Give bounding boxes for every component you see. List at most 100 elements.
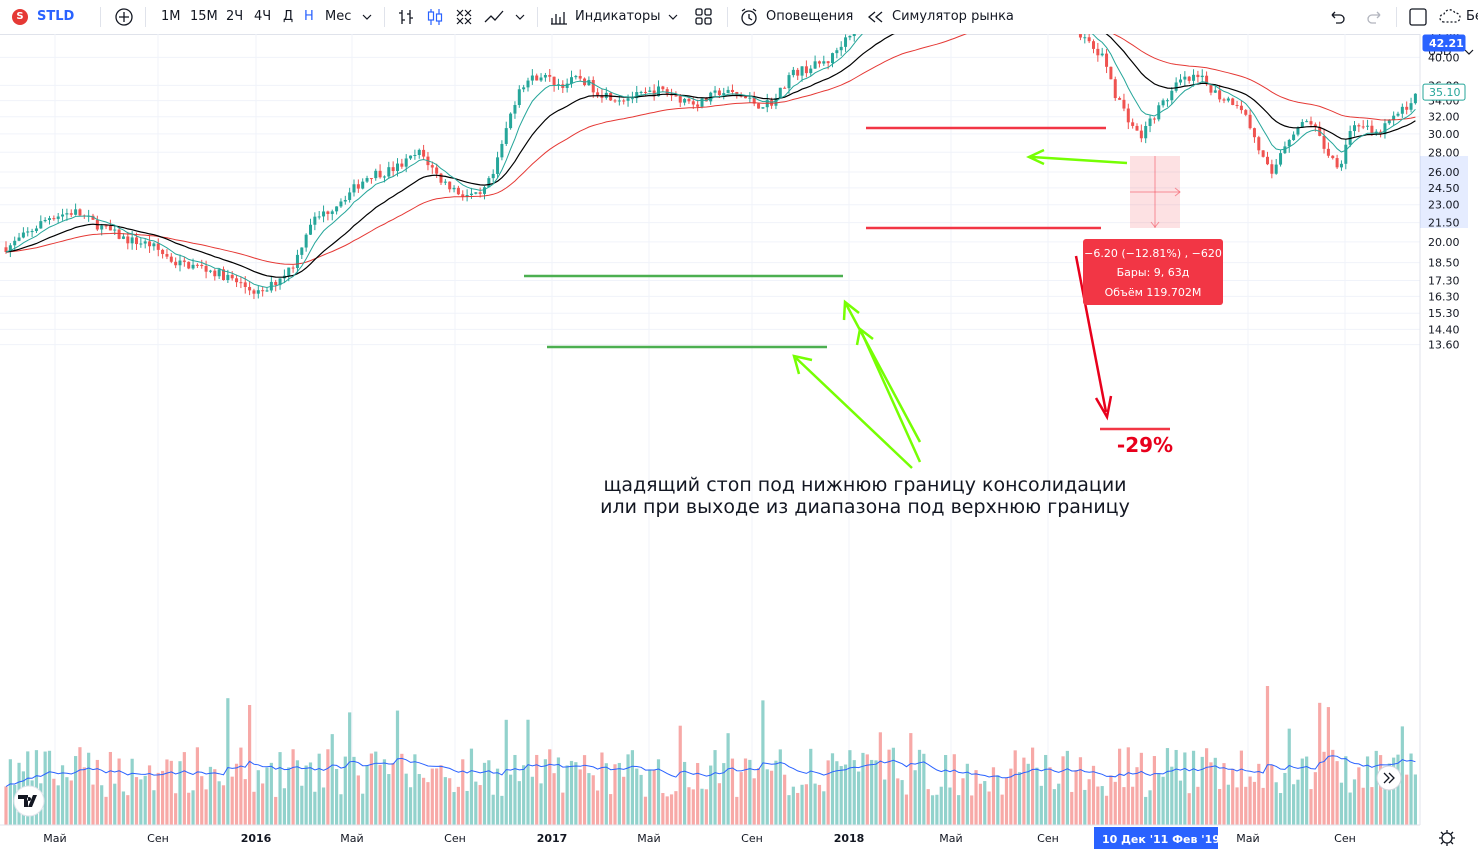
time-range-selection[interactable]: 10 Дек ' 11 Фев '19 xyxy=(1094,827,1220,849)
interval-month[interactable]: Мес xyxy=(325,9,352,24)
interval-15m[interactable]: 15М xyxy=(190,9,218,24)
chevron-down-icon[interactable] xyxy=(1464,49,1474,55)
scroll-right-icon[interactable] xyxy=(1376,765,1402,791)
volume-bar xyxy=(1326,707,1330,825)
chevron-down-icon[interactable] xyxy=(668,12,678,22)
volume-bar xyxy=(569,760,574,825)
candle-body xyxy=(309,224,312,235)
volume-bar xyxy=(922,753,926,825)
alarm-clock-icon[interactable] xyxy=(739,7,759,27)
volume-bar xyxy=(700,788,704,825)
annotation-arrows[interactable] xyxy=(792,148,1128,469)
price-scale-background[interactable] xyxy=(1420,34,1478,825)
volume-bar xyxy=(478,785,482,825)
volume-bar xyxy=(709,765,713,825)
volume-bar xyxy=(1331,749,1335,825)
volume-bar xyxy=(248,705,252,825)
redo-icon[interactable] xyxy=(1366,8,1384,26)
plus-circle-icon[interactable] xyxy=(114,7,134,27)
snapshot-icon[interactable] xyxy=(1438,6,1462,28)
divider xyxy=(384,7,385,27)
volume-bar xyxy=(8,759,12,825)
volume-bar xyxy=(552,773,556,825)
volume-bar xyxy=(387,774,391,825)
candle-body xyxy=(1218,90,1222,100)
volume-bar xyxy=(139,779,143,825)
candle-body xyxy=(600,95,604,98)
candle-body xyxy=(365,178,369,182)
drop-arrow[interactable] xyxy=(1074,255,1113,421)
volume-bar xyxy=(339,794,343,825)
candle-body xyxy=(1383,123,1387,135)
interval-4h[interactable]: 4Ч xyxy=(254,9,272,24)
time-tick: Сен xyxy=(147,832,169,845)
candle-body xyxy=(1344,144,1348,164)
volume-bar xyxy=(900,780,904,825)
candle-body xyxy=(752,97,756,104)
line-chart-icon[interactable] xyxy=(483,7,505,27)
replay-icon[interactable] xyxy=(867,9,885,25)
fullscreen-icon[interactable] xyxy=(1408,7,1428,27)
cut-off-button-label[interactable]: Бе xyxy=(1466,9,1478,24)
volume-bar xyxy=(726,733,730,825)
symbol-name[interactable]: STLD xyxy=(37,9,75,24)
volume-bar xyxy=(117,758,121,825)
volume-bar xyxy=(330,734,334,825)
candle-body xyxy=(835,50,839,54)
heikin-ashi-icon[interactable] xyxy=(454,7,474,27)
candle-body xyxy=(1109,66,1113,80)
volume-bar xyxy=(369,753,373,825)
volume-bar xyxy=(643,796,648,825)
volume-bar xyxy=(565,765,569,825)
volume-bar xyxy=(426,782,430,825)
volume-bar xyxy=(1383,766,1387,825)
market-simulator-button[interactable]: Симулятор рынка xyxy=(892,9,1014,24)
candle-body xyxy=(1322,135,1326,149)
volume-bar xyxy=(1339,782,1344,825)
price-chart[interactable]: −6.20 (−12.81%) , −620 Бары: 9, 63д Объё… xyxy=(0,34,1478,853)
candle-body xyxy=(304,234,308,248)
layout-icon[interactable] xyxy=(694,7,714,27)
settings-icon[interactable] xyxy=(1439,830,1455,846)
indicators-button[interactable]: Индикаторы xyxy=(575,9,661,24)
chevron-down-icon[interactable] xyxy=(515,12,525,22)
candle-body xyxy=(422,149,426,157)
volume-bar xyxy=(1396,754,1400,825)
interval-2h[interactable]: 2Ч xyxy=(226,9,244,24)
candle-body xyxy=(622,100,626,102)
volume-bar xyxy=(78,747,82,825)
measure-change-text: −6.20 (−12.81%) , −620 xyxy=(1084,247,1222,260)
volume-bar xyxy=(535,754,539,825)
candle-body xyxy=(139,243,143,245)
volume-bar xyxy=(500,795,504,825)
candles-icon[interactable] xyxy=(425,7,445,27)
candle-body xyxy=(1131,122,1135,126)
bar-style-icon[interactable] xyxy=(396,7,416,27)
candle-body xyxy=(204,266,208,272)
candle-body xyxy=(469,193,473,196)
volume-bar xyxy=(234,763,239,825)
risk-reward-tool[interactable] xyxy=(1130,156,1181,228)
volume-bar xyxy=(1161,776,1165,825)
interval-day[interactable]: Д xyxy=(283,9,294,24)
indicators-icon[interactable] xyxy=(549,7,569,27)
candle-body xyxy=(191,264,195,269)
interval-week[interactable]: Н xyxy=(304,9,314,24)
volume-bar xyxy=(1209,762,1213,825)
undo-icon[interactable] xyxy=(1328,8,1346,26)
candle-body xyxy=(48,218,51,220)
interval-1m[interactable]: 1М xyxy=(161,9,181,24)
candle-body xyxy=(261,290,265,292)
volume-bar xyxy=(830,753,835,825)
volume-bar xyxy=(4,786,8,825)
price-tick: 13.60 xyxy=(1428,339,1460,352)
chevron-down-icon[interactable] xyxy=(362,12,372,22)
volume-bar xyxy=(704,789,708,825)
candle-body xyxy=(91,215,95,220)
volume-bar xyxy=(948,787,952,825)
alerts-button[interactable]: Оповещения xyxy=(766,9,854,24)
tradingview-logo-icon[interactable] xyxy=(13,785,45,817)
time-axis-background[interactable] xyxy=(0,825,1478,853)
candle-body xyxy=(1139,130,1143,139)
volume-bar xyxy=(1300,758,1304,825)
